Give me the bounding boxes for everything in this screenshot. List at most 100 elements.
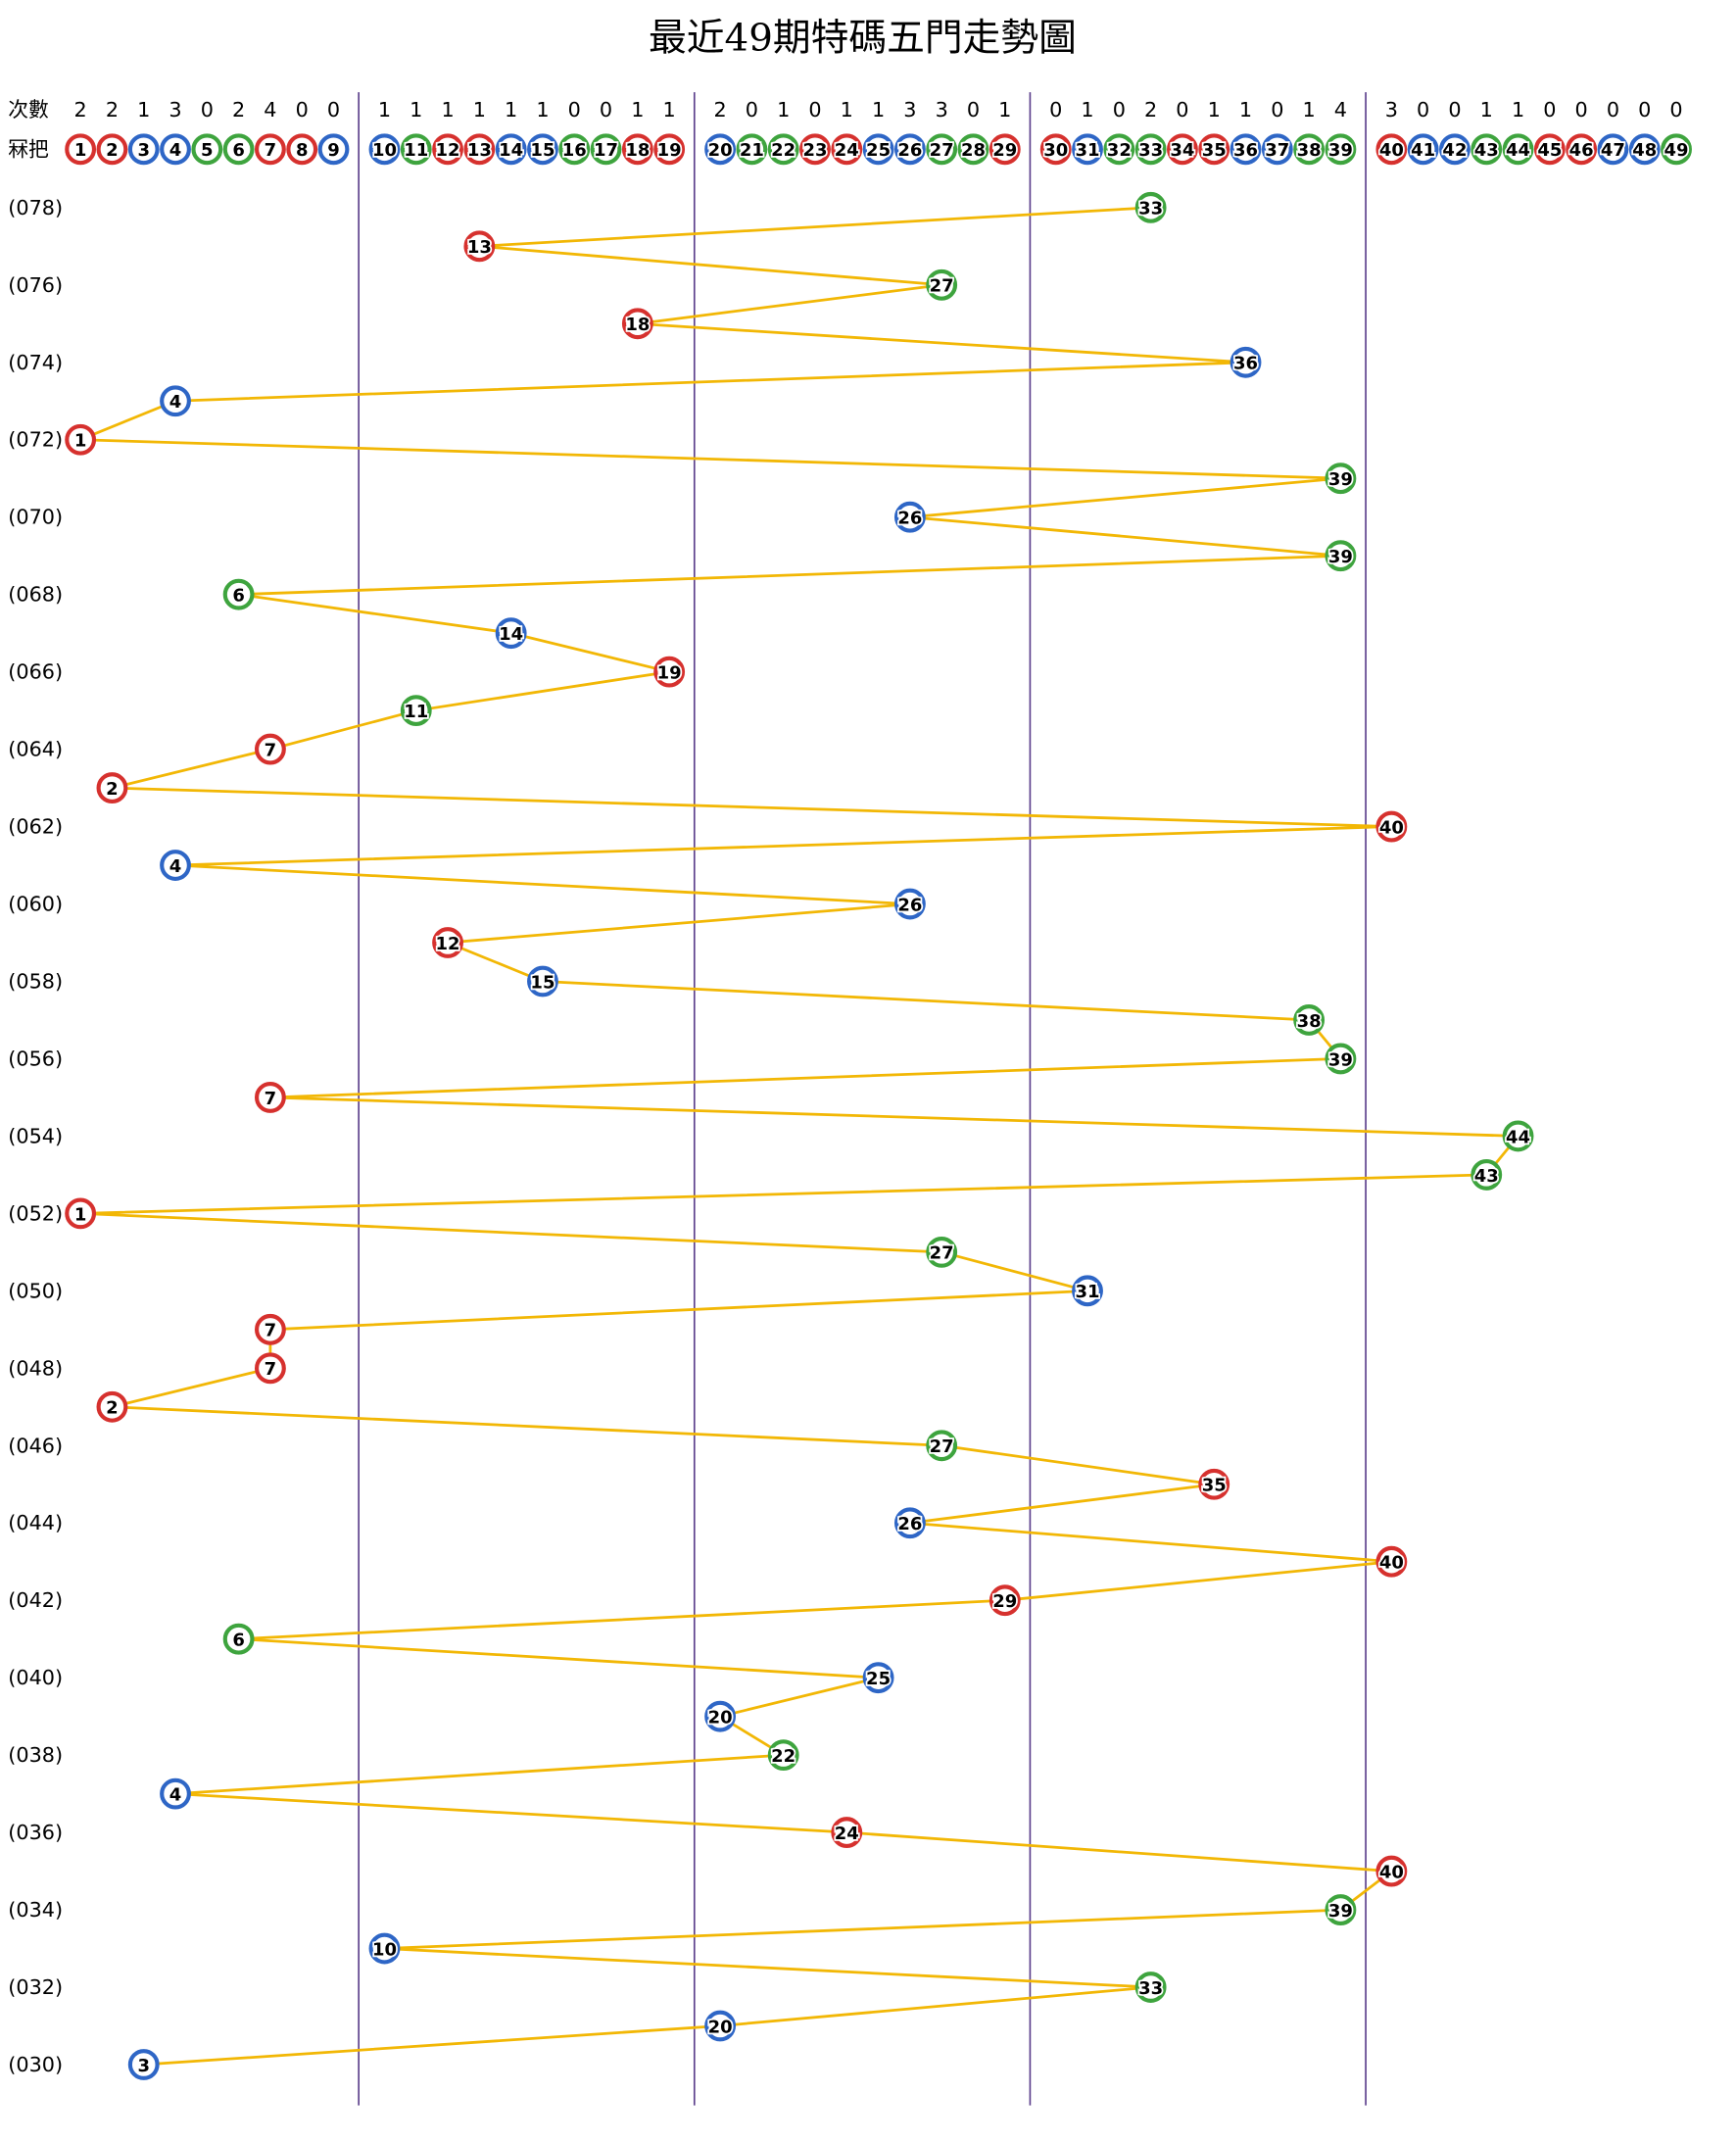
period-label: (062)	[8, 815, 63, 839]
ball	[286, 133, 318, 166]
count: 1	[1303, 98, 1316, 122]
ball-number: 14	[499, 140, 523, 161]
period-label: (046)	[8, 1434, 63, 1457]
ball	[222, 578, 255, 610]
count: 1	[410, 98, 422, 122]
ball-number: 40	[1379, 140, 1404, 161]
ball-number: 29	[992, 1591, 1017, 1612]
ball	[527, 133, 558, 166]
count: 2	[1144, 98, 1157, 122]
ball	[893, 1507, 926, 1539]
ball	[1471, 1158, 1503, 1191]
ball	[254, 1352, 286, 1385]
ball-number: 4	[169, 392, 182, 413]
ball-number: 16	[562, 140, 587, 161]
ball	[127, 2049, 160, 2080]
ball	[1597, 133, 1629, 166]
count: 0	[746, 98, 758, 122]
ball	[926, 1236, 958, 1268]
ball-number: 44	[1506, 1127, 1530, 1147]
period-label: (060)	[8, 893, 63, 916]
period-label: (058)	[8, 969, 63, 993]
ball-number: 29	[992, 140, 1017, 161]
count-label: 次數	[8, 98, 49, 122]
period-label: (050)	[8, 1279, 63, 1302]
count: 0	[1607, 98, 1619, 122]
ball	[1198, 1468, 1230, 1500]
ball	[1325, 462, 1357, 495]
ball-number: 32	[1107, 140, 1132, 161]
ball	[653, 656, 686, 688]
ball	[495, 133, 527, 166]
ball-number: 8	[296, 140, 309, 161]
ball-number: 48	[1632, 140, 1657, 161]
ball-number: 20	[708, 2017, 733, 2037]
ball	[1134, 191, 1167, 223]
ball	[704, 133, 737, 166]
ball	[463, 230, 496, 263]
period-label: (042)	[8, 1588, 63, 1612]
ball	[621, 133, 653, 166]
ball-number: 7	[265, 1089, 277, 1109]
ball	[400, 133, 432, 166]
ball-number: 1	[74, 431, 87, 452]
ball-number: 1	[74, 140, 87, 161]
ball	[1039, 133, 1072, 166]
ball	[893, 888, 926, 920]
ball-number: 43	[1474, 1166, 1499, 1187]
ball	[767, 133, 799, 166]
ball	[222, 133, 255, 166]
ball	[254, 133, 286, 166]
ball-number: 42	[1442, 140, 1467, 161]
ball-number: 6	[232, 586, 245, 607]
period-label: (070)	[8, 506, 63, 529]
ball-number: 4	[169, 1785, 182, 1806]
ball	[1375, 1855, 1408, 1887]
period-label: (056)	[8, 1047, 63, 1070]
ball	[831, 1817, 863, 1849]
ball	[1628, 133, 1661, 166]
count: 1	[1081, 98, 1093, 122]
ball	[1533, 133, 1566, 166]
ball-number: 15	[530, 972, 555, 993]
period-label: (076)	[8, 273, 63, 297]
count: 0	[201, 98, 214, 122]
ball-number: 31	[1076, 140, 1100, 161]
ball-number: 7	[265, 1321, 277, 1341]
count: 0	[1271, 98, 1283, 122]
ball	[160, 1777, 191, 1810]
count: 0	[1575, 98, 1588, 122]
count: 1	[777, 98, 790, 122]
ball-number: 2	[106, 1398, 119, 1419]
ball	[1261, 133, 1293, 166]
ball-number: 25	[866, 1669, 891, 1689]
count: 3	[936, 98, 948, 122]
period-label: (038)	[8, 1743, 63, 1767]
count: 0	[327, 98, 340, 122]
ball	[1325, 1043, 1357, 1075]
count: 1	[1512, 98, 1524, 122]
ball	[400, 695, 432, 727]
ball-number: 37	[1265, 140, 1289, 161]
ball	[96, 1390, 128, 1423]
count: 0	[1543, 98, 1556, 122]
ball	[926, 268, 958, 301]
count: 1	[505, 98, 517, 122]
ball-number: 40	[1379, 1862, 1404, 1882]
count: 4	[264, 98, 276, 122]
count: 1	[663, 98, 676, 122]
ball	[527, 965, 558, 998]
ball	[1293, 133, 1326, 166]
ball-number: 19	[657, 140, 682, 161]
period-label: (030)	[8, 2053, 63, 2076]
ball-number: 33	[1138, 140, 1163, 161]
ball-number: 13	[467, 237, 492, 258]
trend-line	[79, 206, 1521, 2067]
period-label: (068)	[8, 583, 63, 607]
ball-number: 26	[897, 895, 922, 915]
chart-title: 最近49期特碼五門走勢圖	[649, 16, 1077, 60]
count: 1	[872, 98, 885, 122]
ball-number: 4	[169, 856, 182, 877]
ball-number: 21	[740, 140, 764, 161]
count: 0	[1113, 98, 1126, 122]
